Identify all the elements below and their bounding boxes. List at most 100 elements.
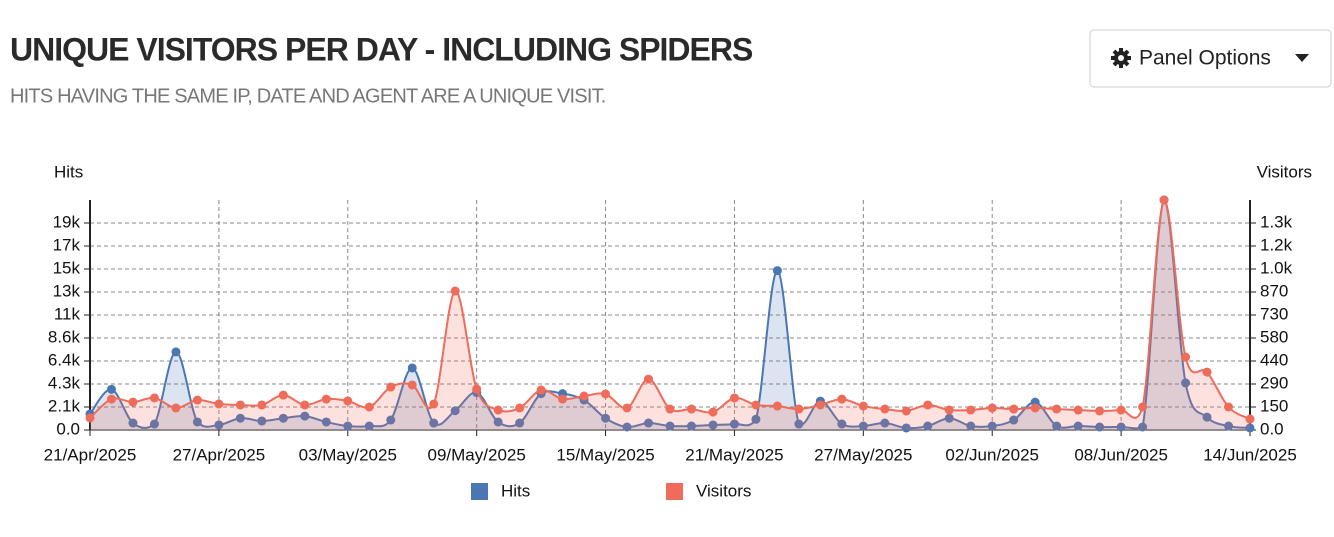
- data-point: [1181, 378, 1191, 388]
- data-point: [1073, 405, 1083, 415]
- data-point: [1030, 403, 1040, 413]
- data-point: [558, 394, 568, 404]
- chart-subtitle: HITS HAVING THE SAME IP, DATE AND AGENT …: [10, 85, 606, 107]
- x-tick-label: 14/Jun/2025: [1203, 445, 1297, 464]
- legend-swatch: [666, 483, 683, 500]
- data-point: [515, 403, 525, 413]
- data-point: [321, 394, 331, 404]
- data-point: [214, 420, 224, 430]
- x-tick-label: 21/May/2025: [685, 445, 783, 464]
- y2-tick-label: 1.2k: [1260, 235, 1293, 254]
- data-point: [429, 418, 439, 428]
- data-point: [686, 404, 696, 414]
- data-point: [729, 419, 739, 429]
- data-point: [235, 400, 245, 410]
- data-point: [386, 382, 396, 392]
- data-point: [493, 405, 503, 415]
- y2-tick-label: 870: [1260, 281, 1288, 300]
- data-point: [472, 384, 482, 394]
- data-point: [579, 391, 589, 401]
- data-point: [837, 394, 847, 404]
- legend-label: Visitors: [696, 481, 751, 500]
- data-point: [644, 374, 654, 384]
- data-point: [149, 393, 159, 403]
- data-point: [300, 411, 310, 421]
- data-point: [1245, 423, 1255, 433]
- y-tick-label: 4.3k: [48, 373, 81, 392]
- data-point: [686, 421, 696, 431]
- data-point: [515, 418, 525, 428]
- y-tick-label: 0.0: [56, 419, 80, 438]
- data-point: [1224, 421, 1234, 431]
- y-tick-label: 15k: [53, 258, 81, 277]
- data-point: [794, 404, 804, 414]
- data-point: [386, 415, 396, 425]
- y2-tick-label: 730: [1260, 304, 1288, 323]
- data-point: [257, 416, 267, 426]
- data-point: [429, 399, 439, 409]
- data-point: [493, 417, 503, 427]
- data-point: [257, 400, 267, 410]
- data-point: [622, 403, 632, 413]
- data-point: [772, 266, 782, 276]
- data-point: [751, 400, 761, 410]
- data-point: [987, 403, 997, 413]
- data-point: [321, 417, 331, 427]
- data-point: [1202, 367, 1212, 377]
- data-point: [880, 404, 890, 414]
- data-point: [171, 347, 181, 357]
- data-point: [1202, 412, 1212, 422]
- data-point: [214, 399, 224, 409]
- data-point: [364, 402, 374, 412]
- data-point: [1095, 422, 1105, 432]
- data-point: [665, 404, 675, 414]
- y2-tick-label: 0.0: [1260, 419, 1284, 438]
- y2-tick-label: 290: [1260, 373, 1288, 392]
- data-point: [1116, 422, 1126, 432]
- series-area: [90, 200, 1250, 430]
- y2-tick-label: 580: [1260, 327, 1288, 346]
- chart-title: UNIQUE VISITORS PER DAY - INCLUDING SPID…: [10, 31, 753, 67]
- data-point: [1052, 421, 1062, 431]
- data-point: [450, 286, 460, 296]
- data-point: [987, 421, 997, 431]
- data-point: [1009, 404, 1019, 414]
- data-point: [923, 421, 933, 431]
- data-point: [128, 418, 138, 428]
- data-point: [729, 393, 739, 403]
- data-point: [407, 363, 417, 373]
- data-point: [665, 421, 675, 431]
- data-point: [407, 380, 417, 390]
- series-line: [89, 198, 1251, 430]
- panel-options-button[interactable]: Panel Options: [1089, 29, 1332, 88]
- legend-label: Hits: [501, 481, 530, 500]
- data-point: [278, 413, 288, 423]
- y-tick-label: 17k: [53, 235, 81, 254]
- y2-tick-label: 440: [1260, 350, 1288, 369]
- x-tick-label: 09/May/2025: [428, 445, 526, 464]
- data-point: [858, 421, 868, 431]
- series-line: [89, 198, 1251, 420]
- y2-tick-label: 1.3k: [1260, 212, 1293, 231]
- data-point: [858, 401, 868, 411]
- data-point: [536, 385, 546, 395]
- data-point: [106, 384, 116, 394]
- data-point: [1116, 405, 1126, 415]
- data-point: [450, 406, 460, 416]
- y-tick-label: 8.6k: [48, 327, 81, 346]
- data-point: [278, 390, 288, 400]
- data-point: [622, 422, 632, 432]
- button-frame[interactable]: [1089, 29, 1332, 88]
- y-tick-label: 13k: [53, 281, 81, 300]
- data-point: [85, 413, 95, 423]
- series-group: [85, 195, 1255, 430]
- button-label[interactable]: Panel Options: [1139, 47, 1271, 70]
- data-point: [364, 421, 374, 431]
- data-point: [601, 389, 611, 399]
- data-point: [1009, 415, 1019, 425]
- data-point: [966, 405, 976, 415]
- data-point: [1224, 402, 1234, 412]
- series-area: [90, 200, 1250, 430]
- y-tick-label: 19k: [53, 212, 81, 231]
